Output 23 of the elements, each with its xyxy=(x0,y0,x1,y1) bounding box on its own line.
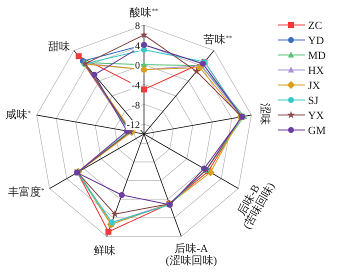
tick-label: 0 xyxy=(135,60,140,72)
category-label: 后味-A (涩味回味) xyxy=(166,243,217,268)
legend-label: JX xyxy=(308,80,320,92)
tick-label: -8 xyxy=(132,100,140,112)
category-label: 咸味$^{*}$ xyxy=(5,109,31,122)
category-label: 涩味 xyxy=(258,103,270,126)
legend-label: YD xyxy=(308,35,324,47)
legend-label: ZC xyxy=(308,20,322,32)
category-label: 后味-B (苦味回味) xyxy=(236,180,278,232)
legend-label: YX xyxy=(308,110,324,122)
category-label: 苦味$^{**}$ xyxy=(204,34,232,46)
category-label: 酸味$^{**}$ xyxy=(130,7,158,19)
category-label: 甜味 xyxy=(48,40,70,53)
category-label: 丰富度$^{*}$ xyxy=(8,186,44,198)
tick-label: 4 xyxy=(135,40,140,52)
legend-label: MD xyxy=(308,50,326,62)
tick-label: -12 xyxy=(126,120,140,132)
legend-label: SJ xyxy=(308,95,320,107)
tick-label: -4 xyxy=(132,80,140,92)
tick-label: 8 xyxy=(135,21,140,32)
legend-label: HX xyxy=(308,65,324,77)
legend-label: GM xyxy=(308,125,326,137)
category-label: 鲜味 xyxy=(94,245,116,258)
